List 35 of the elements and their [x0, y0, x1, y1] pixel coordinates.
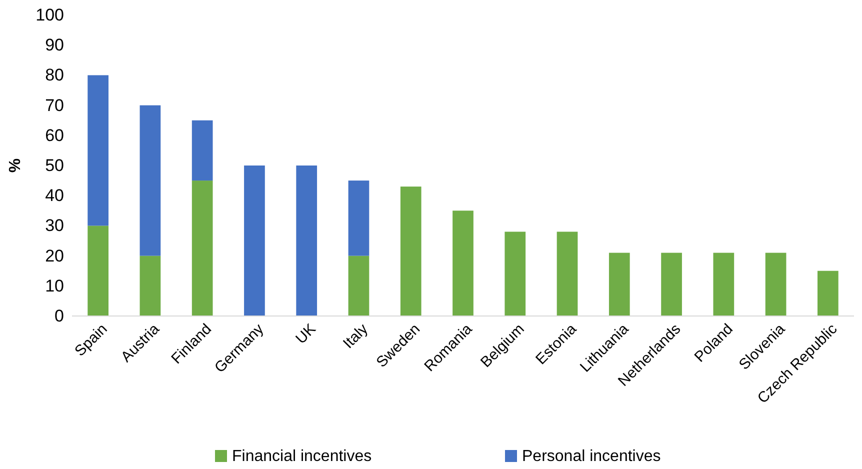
bar — [452, 210, 474, 316]
bar — [400, 186, 422, 316]
bar — [192, 120, 213, 181]
bar — [556, 232, 578, 316]
y-tick-label: 80 — [45, 66, 64, 85]
bar — [140, 105, 161, 256]
y-tick-label: 70 — [45, 96, 64, 115]
bar — [713, 252, 734, 316]
bar — [296, 166, 318, 316]
y-tick-label: 100 — [36, 5, 64, 24]
y-tick-label: 10 — [45, 276, 64, 296]
bar — [348, 180, 370, 256]
y-tick-label: 40 — [45, 186, 64, 206]
bar — [348, 256, 370, 316]
y-tick-label: 20 — [45, 246, 64, 266]
x-tick-label: UK — [292, 320, 320, 348]
legend-label: Financial incentives — [232, 448, 372, 465]
bar — [244, 166, 265, 316]
y-tick-label: 50 — [45, 156, 64, 175]
bar — [608, 252, 630, 316]
y-tick-label: 30 — [45, 216, 64, 236]
legend-label: Personal incentives — [522, 448, 661, 465]
bar — [504, 232, 526, 316]
x-tick-label: Italy — [340, 320, 372, 352]
y-tick-label: 90 — [45, 36, 64, 55]
bar — [818, 270, 838, 316]
y-tick-label: 0 — [54, 306, 64, 326]
bar — [88, 75, 108, 226]
y-tick-label: 60 — [45, 126, 64, 145]
bar — [661, 252, 682, 316]
y-axis-title: % — [7, 158, 24, 173]
bar — [140, 256, 161, 316]
bar — [765, 252, 786, 316]
bar — [88, 226, 108, 316]
bar — [192, 180, 213, 316]
